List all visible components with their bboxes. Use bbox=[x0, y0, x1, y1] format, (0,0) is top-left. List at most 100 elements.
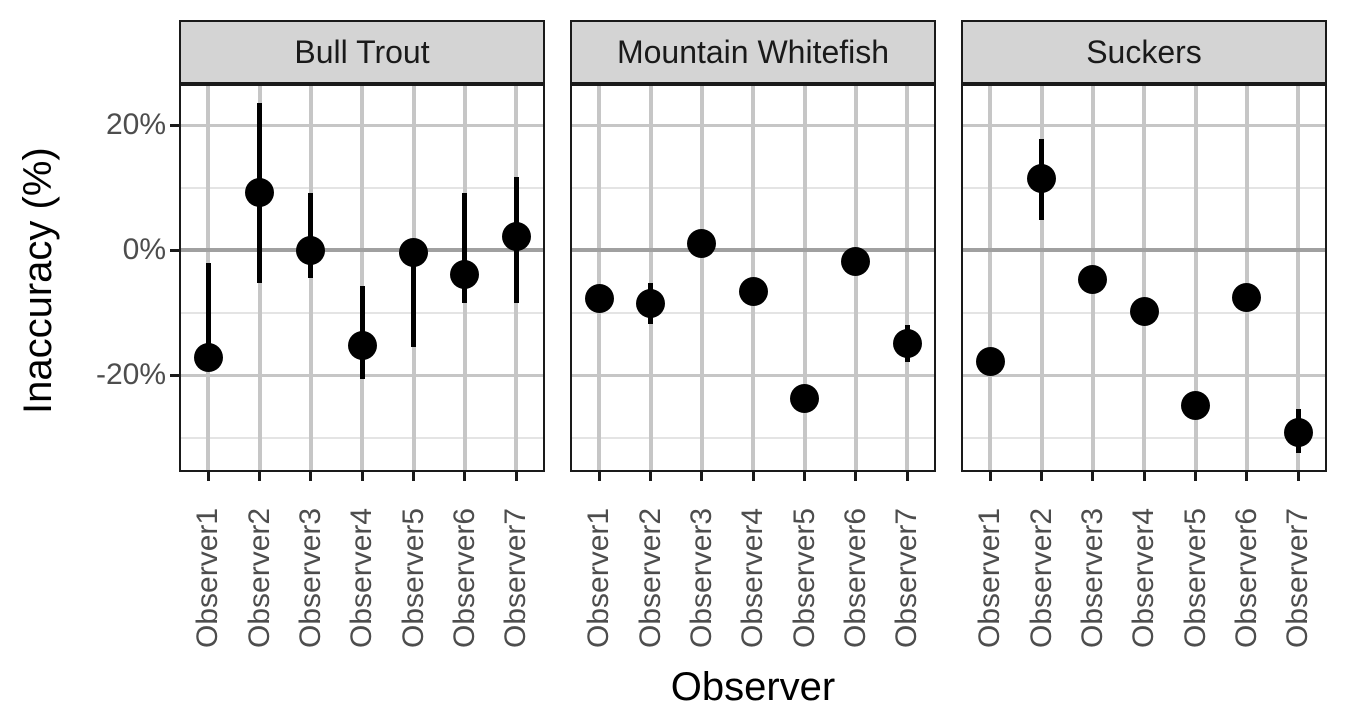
point-bull-trout-observer2 bbox=[245, 178, 275, 207]
v-gridline-observer5 bbox=[802, 86, 807, 470]
y-tick-label-0: 0% bbox=[122, 233, 166, 266]
v-gridline-observer7 bbox=[1296, 86, 1301, 470]
y-tick-label--20: -20% bbox=[95, 358, 166, 391]
x-tick-bull-trout-observer6 bbox=[463, 472, 467, 481]
x-tick-label-bull-trout-observer6: Observer6 bbox=[447, 507, 481, 648]
x-tick-suckers-observer6 bbox=[1245, 472, 1249, 481]
x-tick-suckers-observer4 bbox=[1142, 472, 1146, 481]
x-tick-label-suckers-observer7: Observer7 bbox=[1281, 507, 1315, 648]
point-bull-trout-observer5 bbox=[399, 238, 428, 267]
v-gridline-observer1 bbox=[988, 86, 993, 470]
x-tick-label-suckers-observer2: Observer2 bbox=[1024, 507, 1058, 648]
v-gridline-observer6 bbox=[853, 86, 858, 470]
x-tick-bull-trout-observer1 bbox=[206, 472, 210, 481]
y-tick-20 bbox=[170, 123, 179, 127]
point-mountain-whitefish-observer1 bbox=[584, 283, 614, 313]
point-mountain-whitefish-observer7 bbox=[892, 328, 922, 358]
x-tick-label-bull-trout-observer5: Observer5 bbox=[396, 507, 430, 648]
facet-strip-suckers: Suckers bbox=[961, 20, 1327, 84]
point-suckers-observer5 bbox=[1181, 391, 1210, 421]
x-tick-label-mountain-whitefish-observer5: Observer5 bbox=[787, 507, 821, 648]
v-gridline-observer4 bbox=[360, 86, 365, 470]
v-gridline-observer7 bbox=[905, 86, 910, 470]
v-gridline-observer2 bbox=[1039, 86, 1044, 470]
x-tick-bull-trout-observer4 bbox=[360, 472, 364, 481]
x-tick-label-suckers-observer1: Observer1 bbox=[973, 507, 1007, 648]
point-bull-trout-observer4 bbox=[347, 330, 377, 360]
x-tick-mountain-whitefish-observer4 bbox=[751, 472, 755, 481]
x-tick-label-mountain-whitefish-observer3: Observer3 bbox=[684, 507, 718, 648]
x-tick-suckers-observer2 bbox=[1040, 472, 1044, 481]
v-gridline-observer5 bbox=[1193, 86, 1198, 470]
point-suckers-observer7 bbox=[1283, 418, 1313, 447]
point-mountain-whitefish-observer3 bbox=[687, 228, 717, 258]
facet-strip-label: Bull Trout bbox=[294, 33, 430, 70]
point-mountain-whitefish-observer5 bbox=[790, 383, 819, 413]
x-tick-mountain-whitefish-observer5 bbox=[803, 472, 806, 481]
x-axis-title: Observer bbox=[670, 665, 836, 709]
y-tick-0 bbox=[170, 248, 179, 252]
v-gridline-observer2 bbox=[648, 86, 653, 470]
v-gridline-observer4 bbox=[1142, 86, 1147, 470]
x-tick-label-suckers-observer6: Observer6 bbox=[1229, 507, 1263, 648]
errorbar-bull-trout-observer1 bbox=[205, 262, 211, 358]
point-suckers-observer6 bbox=[1232, 283, 1262, 312]
x-tick-bull-trout-observer5 bbox=[412, 472, 415, 481]
x-tick-label-mountain-whitefish-observer7: Observer7 bbox=[890, 507, 924, 648]
point-mountain-whitefish-observer4 bbox=[738, 277, 768, 307]
x-tick-label-mountain-whitefish-observer6: Observer6 bbox=[838, 507, 872, 648]
point-mountain-whitefish-observer2 bbox=[636, 288, 666, 318]
point-suckers-observer4 bbox=[1129, 297, 1159, 327]
errorbar-bull-trout-observer5 bbox=[411, 252, 416, 347]
x-tick-label-bull-trout-observer1: Observer1 bbox=[191, 507, 225, 648]
x-tick-label-bull-trout-observer3: Observer3 bbox=[293, 507, 327, 648]
x-tick-label-mountain-whitefish-observer4: Observer4 bbox=[736, 507, 770, 648]
x-tick-bull-trout-observer3 bbox=[309, 472, 313, 481]
v-gridline-observer3 bbox=[308, 86, 313, 470]
x-tick-label-bull-trout-observer4: Observer4 bbox=[345, 507, 379, 648]
x-tick-bull-trout-observer7 bbox=[514, 472, 518, 481]
x-tick-mountain-whitefish-observer2 bbox=[649, 472, 653, 481]
x-tick-bull-trout-observer2 bbox=[258, 472, 262, 481]
x-tick-mountain-whitefish-observer7 bbox=[905, 472, 909, 481]
panel-bull-trout bbox=[179, 84, 545, 472]
y-tick-label-20: 20% bbox=[105, 108, 166, 141]
y-tick--20 bbox=[170, 373, 179, 377]
errorbar-bull-trout-observer6 bbox=[462, 193, 468, 304]
facet-strip-label: Mountain Whitefish bbox=[616, 33, 890, 70]
x-tick-suckers-observer7 bbox=[1296, 472, 1300, 481]
panel-mountain-whitefish bbox=[570, 84, 936, 472]
facet-strip-bull-trout: Bull Trout bbox=[179, 20, 545, 84]
zero-reference-line bbox=[181, 248, 543, 252]
facet-strip-label: Suckers bbox=[1086, 33, 1202, 70]
v-gridline-observer6 bbox=[1244, 86, 1249, 470]
x-tick-label-bull-trout-observer2: Observer2 bbox=[242, 507, 276, 648]
x-tick-label-suckers-observer3: Observer3 bbox=[1075, 507, 1109, 648]
point-mountain-whitefish-observer6 bbox=[841, 247, 871, 277]
x-tick-suckers-observer3 bbox=[1091, 472, 1095, 481]
x-tick-suckers-observer5 bbox=[1194, 472, 1197, 481]
x-tick-label-suckers-observer4: Observer4 bbox=[1127, 507, 1161, 648]
point-bull-trout-observer6 bbox=[450, 259, 480, 289]
facet-strip-mountain-whitefish: Mountain Whitefish bbox=[570, 20, 936, 84]
x-tick-mountain-whitefish-observer1 bbox=[597, 472, 601, 481]
errorbar-bull-trout-observer3 bbox=[308, 192, 314, 278]
zero-reference-line bbox=[963, 248, 1325, 252]
x-tick-suckers-observer1 bbox=[988, 472, 992, 481]
x-tick-mountain-whitefish-observer6 bbox=[854, 472, 858, 481]
v-gridline-observer3 bbox=[699, 86, 704, 470]
x-tick-label-mountain-whitefish-observer2: Observer2 bbox=[633, 507, 667, 648]
x-tick-label-suckers-observer5: Observer5 bbox=[1178, 507, 1212, 648]
point-suckers-observer2 bbox=[1027, 163, 1057, 193]
point-bull-trout-observer7 bbox=[501, 222, 531, 252]
panel-suckers bbox=[961, 84, 1327, 472]
x-tick-label-mountain-whitefish-observer1: Observer1 bbox=[582, 507, 616, 648]
point-bull-trout-observer3 bbox=[296, 235, 326, 265]
x-tick-mountain-whitefish-observer3 bbox=[700, 472, 704, 481]
x-tick-label-bull-trout-observer7: Observer7 bbox=[499, 507, 533, 648]
point-bull-trout-observer1 bbox=[193, 343, 223, 372]
point-suckers-observer3 bbox=[1078, 264, 1108, 294]
zero-reference-line bbox=[572, 248, 934, 252]
point-suckers-observer1 bbox=[975, 347, 1005, 377]
